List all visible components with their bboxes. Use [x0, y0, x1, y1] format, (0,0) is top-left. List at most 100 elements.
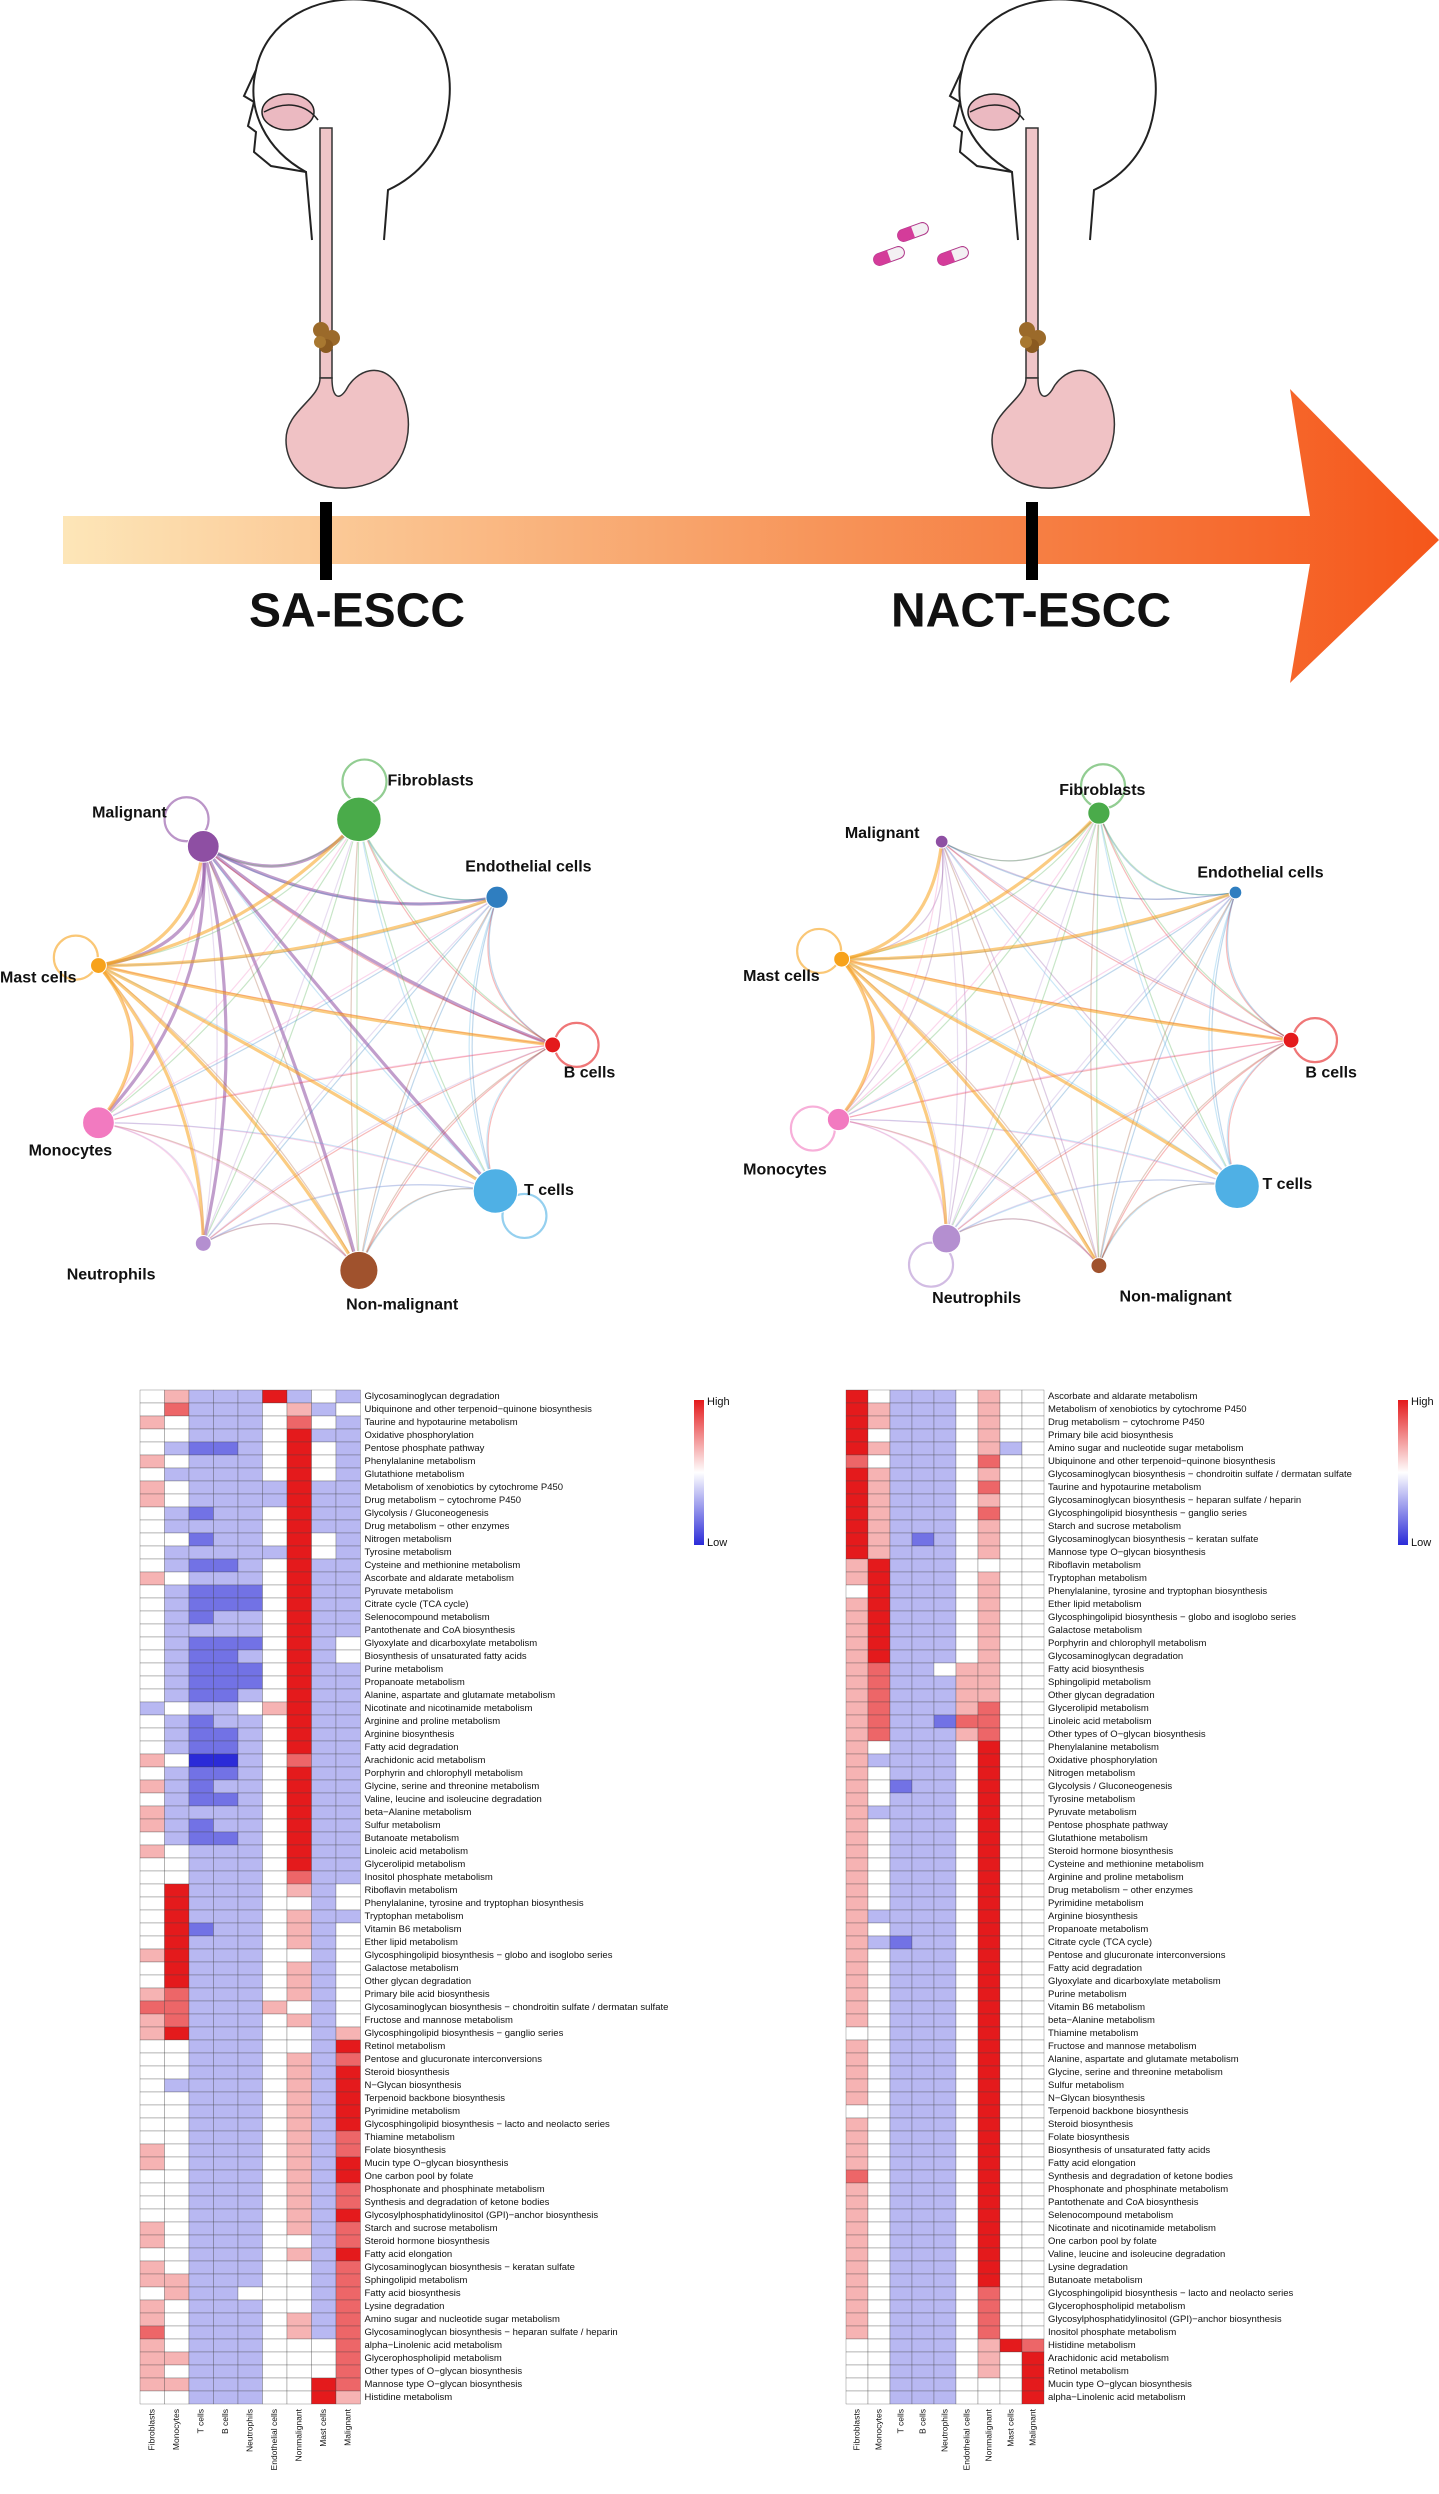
heatmap-cell	[999, 2247, 1023, 2262]
heatmap-cell	[933, 1480, 957, 1495]
heatmap-cell	[955, 1922, 979, 1937]
heatmap-cell	[933, 1402, 957, 1417]
heatmap-cell	[335, 2078, 361, 2093]
column-label: Fibroblasts	[147, 2409, 157, 2451]
row-label: Valine, leucine and isoleucine degradati…	[1048, 2249, 1225, 2260]
heatmap-cell	[335, 2182, 361, 2197]
heatmap-cell	[867, 2000, 891, 2015]
heatmap-cell	[213, 1597, 239, 1612]
heatmap-cell	[139, 1623, 165, 1638]
heatmap-cell	[286, 1948, 312, 1963]
row-label: Nicotinate and nicotinamide metabolism	[365, 1703, 533, 1714]
heatmap-cell	[955, 1623, 979, 1638]
heatmap-cell	[237, 1844, 263, 1859]
heatmap-cell	[999, 2130, 1023, 2145]
heatmap-cell	[213, 2182, 239, 2197]
heatmap-cell	[188, 1818, 214, 1833]
heatmap-cell	[845, 1805, 869, 1820]
heatmap-cell	[164, 1805, 190, 1820]
heatmap-cell	[237, 2039, 263, 2054]
heatmap-cell	[1021, 2156, 1045, 2171]
edge	[1098, 1039, 1292, 1266]
heatmap-cell	[977, 1974, 1001, 1989]
row-label: Synthesis and degradation of ketone bodi…	[1048, 2171, 1233, 2182]
heatmap-cell	[999, 1454, 1023, 1469]
heatmap-cell	[867, 2299, 891, 2314]
heatmap-cell	[933, 2351, 957, 2366]
heatmap-cell	[335, 1714, 361, 1729]
heatmap-cell	[139, 1441, 165, 1456]
heatmap-cell	[933, 1571, 957, 1586]
cell-node	[485, 885, 509, 909]
heatmap-cell	[955, 1935, 979, 1950]
heatmap-cell	[889, 1844, 913, 1859]
edge	[202, 845, 554, 1047]
row-label: Butanoate metabolism	[1048, 2275, 1143, 2286]
heatmap-cell	[1021, 2195, 1045, 2210]
heatmap-cell	[164, 2247, 190, 2262]
heatmap-cell	[139, 2325, 165, 2340]
heatmap-cell	[1021, 1870, 1045, 1885]
heatmap-cell	[977, 1753, 1001, 1768]
heatmap-cell	[845, 2078, 869, 2093]
heatmap-cell	[188, 1883, 214, 1898]
heatmap-cell	[1021, 2169, 1045, 2184]
heatmap-cell	[164, 1610, 190, 1625]
heatmap-cell	[1021, 2286, 1045, 2301]
edge	[350, 819, 360, 1271]
heatmap-cell	[845, 2117, 869, 2132]
heatmap-cell	[286, 2234, 312, 2249]
heatmap-cell	[311, 1636, 337, 1651]
heatmap-cell	[262, 1818, 288, 1833]
heatmap-cell	[262, 1909, 288, 1924]
heatmap-cell	[889, 2091, 913, 2106]
heatmap-cell	[911, 1493, 935, 1508]
heatmap-cell	[889, 1805, 913, 1820]
edge	[98, 895, 498, 968]
heatmap-cell	[188, 2091, 214, 2106]
heatmap-cell	[911, 2247, 935, 2262]
edge	[358, 1188, 496, 1271]
heatmap-cell	[889, 1415, 913, 1430]
heatmap-cell	[311, 2104, 337, 2119]
heatmap-cell	[188, 2260, 214, 2275]
edge	[488, 897, 553, 1046]
node-label: Non-malignant	[1120, 1289, 1233, 1306]
pill	[895, 220, 931, 244]
heatmap-cell	[889, 1571, 913, 1586]
heatmap-cell	[139, 2273, 165, 2288]
heatmap: Glycosaminoglycan degradationUbiquinone …	[139, 1389, 730, 2470]
heatmap-cell	[999, 1805, 1023, 1820]
heatmap-cell	[1021, 1701, 1045, 1716]
heatmap-cell	[286, 1493, 312, 1508]
row-label: Mannose type O−glycan biosynthesis	[1048, 1547, 1206, 1558]
heatmap-cell	[1021, 1740, 1045, 1755]
heatmap-cell	[911, 2338, 935, 2353]
heatmap-cell	[164, 1688, 190, 1703]
heatmap-cell	[867, 2052, 891, 2067]
heatmap-cell	[977, 1545, 1001, 1560]
heatmap-cell	[286, 1818, 312, 1833]
heatmap-cell	[889, 1961, 913, 1976]
heatmap-cell	[188, 1493, 214, 1508]
heatmap-cell	[286, 2338, 312, 2353]
heatmap-cell	[139, 2247, 165, 2262]
heatmap-cell	[213, 2052, 239, 2067]
heatmap-cell	[889, 2234, 913, 2249]
heatmap-cell	[286, 1467, 312, 1482]
heatmap-cell	[139, 1428, 165, 1443]
row-label: Glycosylphosphatidylinositol (GPI)−ancho…	[1048, 2314, 1282, 2325]
edge	[1098, 1183, 1238, 1266]
heatmap-cell	[889, 1740, 913, 1755]
heatmap-cell	[911, 2208, 935, 2223]
heatmap-cell	[286, 1636, 312, 1651]
heatmap-cell	[164, 1883, 190, 1898]
heatmap-cell	[286, 2117, 312, 2132]
heatmap-cell	[311, 1727, 337, 1742]
heatmap-cell	[845, 2234, 869, 2249]
heatmap-cell	[889, 1545, 913, 1560]
heatmap-cell	[911, 1805, 935, 1820]
row-label: Retinol metabolism	[365, 2041, 446, 2052]
heatmap-cell	[999, 2013, 1023, 2028]
heatmap-cell	[955, 1532, 979, 1547]
